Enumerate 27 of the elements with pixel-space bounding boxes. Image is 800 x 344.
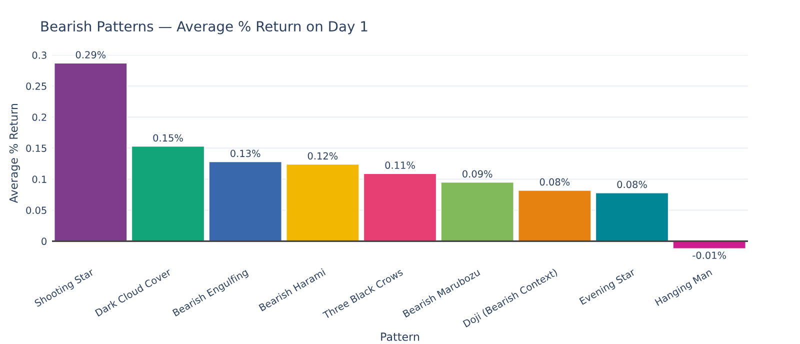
data-label: 0.29% [76,51,106,58]
data-label: 0.15% [153,134,183,142]
bar [518,190,592,242]
bar [286,164,360,242]
bar [131,146,205,242]
chart-title: Bearish Patterns — Average % Return on Day 1 [41,20,368,34]
bar [595,192,669,242]
y-axis-title: Average % Return [9,104,20,204]
bar [54,62,128,242]
data-label: 0.08% [540,178,570,186]
bar [363,173,437,242]
data-label: 0.09% [462,170,492,178]
bar [440,182,514,242]
data-label: 0.08% [617,180,647,188]
y-tick-label: 0.1 [32,176,46,183]
data-label: 0.13% [230,150,260,158]
y-tick-label: 0.2 [32,114,46,121]
data-label: -0.01% [692,252,726,259]
data-label: 0.12% [308,152,338,160]
y-tick-label: 0.25 [26,82,46,90]
y-tick-label: 0.15 [26,144,46,152]
bar [208,161,282,242]
data-label: 0.11% [385,162,415,169]
x-axis-title: Pattern [381,332,420,341]
y-tick-label: 0 [42,238,46,246]
y-tick-label: 0.3 [32,52,46,59]
y-tick-label: 0.05 [26,206,46,214]
